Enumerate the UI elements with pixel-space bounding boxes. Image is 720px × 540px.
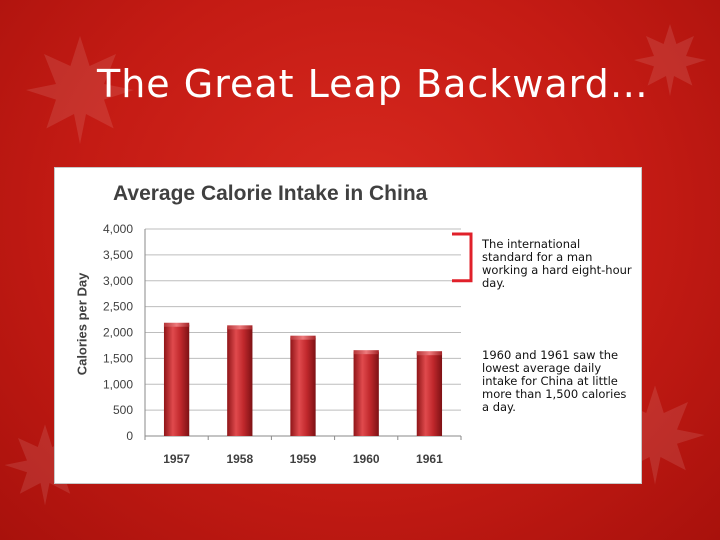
- bar-1960: [353, 352, 379, 436]
- chart-panel: [54, 167, 642, 484]
- x-tick-label: 1958: [226, 452, 253, 466]
- x-tick-label: 1957: [163, 452, 190, 466]
- bar-top-1961: [416, 351, 443, 356]
- maple-leaf-decoration: [634, 24, 706, 96]
- bar-top-1958: [227, 325, 253, 330]
- y-tick-label: 2,000: [103, 326, 133, 340]
- y-tick-label: 1,000: [103, 377, 133, 391]
- maple-leaf-decoration: [26, 36, 134, 144]
- y-tick-label: 4,000: [103, 222, 133, 236]
- y-tick-label: 3,500: [103, 248, 133, 262]
- standard-range-bracket: [452, 232, 473, 283]
- y-tick-label: 1,500: [103, 351, 133, 365]
- y-tick-label: 500: [113, 403, 133, 417]
- chart-title: Average Calorie Intake in China: [113, 182, 428, 205]
- y-tick-label: 2,500: [103, 300, 133, 314]
- bar-top-1957: [163, 322, 190, 327]
- x-tick-label: 1960: [353, 452, 380, 466]
- lowest-intake-annotation: 1960 and 1961 saw the lowest average dai…: [482, 348, 627, 414]
- y-tick-label: 3,000: [103, 274, 133, 288]
- bar-1957: [163, 324, 190, 436]
- bar-1958: [227, 327, 253, 436]
- slide-title: The Great Leap Backward…: [97, 62, 649, 106]
- bar-1959: [290, 337, 316, 436]
- bar-1961: [416, 353, 443, 436]
- x-tick-label: 1959: [290, 452, 317, 466]
- standard-annotation: The international standard for a man wor…: [482, 237, 632, 290]
- bar-top-1959: [290, 335, 316, 340]
- x-tick-label: 1961: [416, 452, 443, 466]
- bar-top-1960: [353, 350, 379, 355]
- y-tick-label: 0: [126, 429, 133, 443]
